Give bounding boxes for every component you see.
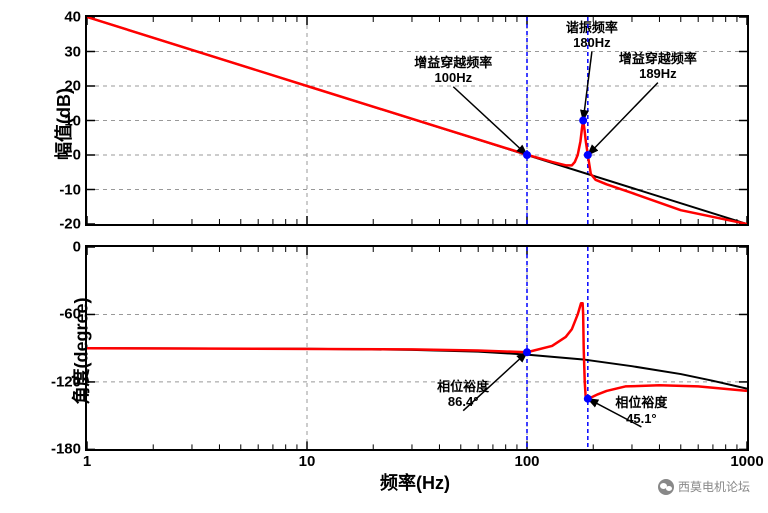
series-black_phase bbox=[87, 348, 747, 388]
watermark-text: 西莫电机论坛 bbox=[678, 478, 750, 495]
watermark: 西莫电机论坛 bbox=[658, 478, 750, 495]
panel-svg-magnitude bbox=[87, 17, 747, 224]
panel-svg-phase bbox=[87, 247, 747, 449]
y-tick-label: 30 bbox=[64, 43, 87, 60]
x-tick-label: 10 bbox=[299, 449, 316, 470]
data-marker bbox=[523, 151, 531, 159]
x-tick-label: 1000 bbox=[730, 449, 763, 470]
bode-chart-container: 幅值(dB)-20-10010203040增益穿越频率100Hz谐振频率180H… bbox=[85, 15, 745, 475]
y-tick-label: -10 bbox=[59, 181, 87, 198]
data-marker bbox=[579, 117, 587, 125]
x-tick-label: 100 bbox=[514, 449, 539, 470]
data-marker bbox=[584, 151, 592, 159]
y-tick-label: 20 bbox=[64, 78, 87, 95]
y-tick-label: -120 bbox=[51, 373, 87, 390]
wechat-icon bbox=[658, 479, 674, 495]
y-tick-label: -60 bbox=[59, 306, 87, 323]
y-tick-label: 0 bbox=[73, 147, 87, 164]
y-tick-label: 0 bbox=[73, 239, 87, 256]
data-marker bbox=[584, 395, 592, 403]
y-tick-label: -180 bbox=[51, 441, 87, 458]
y-tick-label: -20 bbox=[59, 216, 87, 233]
x-axis-label: 频率(Hz) bbox=[85, 469, 745, 495]
data-marker bbox=[523, 348, 531, 356]
x-tick-label: 1 bbox=[83, 449, 91, 470]
panel-magnitude: 幅值(dB)-20-10010203040增益穿越频率100Hz谐振频率180H… bbox=[85, 15, 749, 226]
panel-phase: 角度(degree)-180-120-600相位裕度86.4°相位裕度45.1°… bbox=[85, 245, 749, 451]
y-tick-label: 10 bbox=[64, 112, 87, 129]
y-tick-label: 40 bbox=[64, 9, 87, 26]
